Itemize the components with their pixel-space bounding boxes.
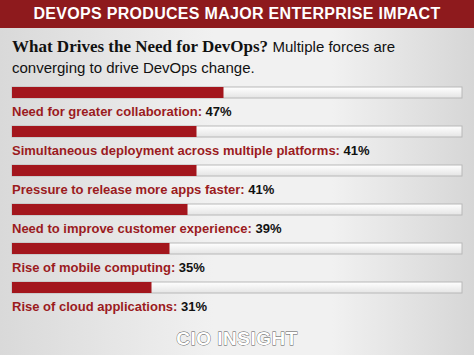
- category-label: Need to improve customer experience:: [12, 221, 255, 236]
- data-label: 31%: [181, 299, 207, 314]
- bar-label: Need to improve customer experience: 39%: [12, 221, 282, 236]
- bar-label: Rise of cloud applications: 31%: [12, 299, 207, 314]
- bar-track: [12, 126, 462, 137]
- bar: [12, 282, 152, 293]
- bar-track: [12, 204, 462, 215]
- chart: Need for greater collaboration: 47% Simul…: [0, 0, 474, 355]
- labels: Need for greater collaboration: 47% Simul…: [12, 104, 370, 314]
- data-label: 41%: [248, 182, 274, 197]
- tracks: [12, 87, 462, 293]
- category-label: Rise of cloud applications:: [12, 299, 181, 314]
- bar-label: Simultaneous deployment across multiple …: [12, 143, 370, 158]
- data-label: 41%: [344, 143, 370, 158]
- bar: [12, 243, 170, 254]
- category-label: Rise of mobile computing:: [12, 260, 179, 275]
- category-label: Pressure to release more apps faster:: [12, 182, 248, 197]
- bar: [12, 165, 197, 176]
- bar-track: [12, 282, 462, 293]
- data-label: 47%: [206, 104, 232, 119]
- data-label: 35%: [179, 260, 205, 275]
- banner: DEVOPS PRODUCES MAJOR ENTERPRISE IMPACT: [0, 0, 474, 28]
- title: What Drives the Need for DevOps?: [12, 37, 268, 56]
- bar-label: Rise of mobile computing: 35%: [12, 260, 205, 275]
- bar: [12, 126, 197, 137]
- bar: [12, 204, 188, 215]
- data-label: 39%: [255, 221, 281, 236]
- category-label: Simultaneous deployment across multiple …: [12, 143, 344, 158]
- bar-label: Pressure to release more apps faster: 41…: [12, 182, 275, 197]
- bar-label: Need for greater collaboration: 47%: [12, 104, 232, 119]
- category-label: Need for greater collaboration:: [12, 104, 206, 119]
- bar-track: [12, 87, 462, 98]
- bar-track: [12, 243, 462, 254]
- logo: CIO INSIGHT: [176, 328, 298, 349]
- heading: What Drives the Need for DevOps? Multipl…: [12, 36, 467, 78]
- bar-track: [12, 165, 462, 176]
- bar: [12, 87, 224, 98]
